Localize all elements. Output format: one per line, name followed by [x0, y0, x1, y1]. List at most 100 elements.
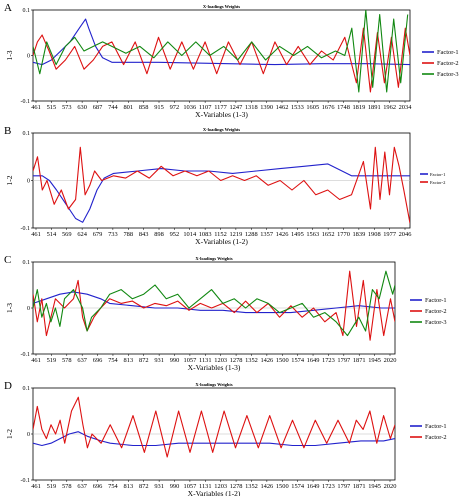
x-axis-label: X-Variables (1-3) [195, 110, 248, 119]
y-axis-label: 1-3 [5, 303, 14, 313]
y-axis-label: 1-3 [5, 50, 14, 60]
panel-b: B X-loadings Weights 0.1 0 -0.1 1-2 461 514 569 6… [4, 125, 446, 246]
x-tick-label: 1797 [337, 483, 351, 490]
x-tick-label: 858 [139, 104, 149, 111]
series-line-factor-1 [33, 18, 410, 66]
x-tick-label: 519 [47, 357, 57, 364]
x-tick-label: 1219 [229, 231, 242, 238]
x-tick-label: 1390 [260, 104, 273, 111]
x-tick-label: 915 [154, 104, 164, 111]
x-tick-label: 1288 [245, 231, 258, 238]
x-tick-label: 1533 [291, 104, 304, 111]
x-tick-label: 1203 [214, 357, 227, 364]
x-tick-label: 1676 [322, 104, 335, 111]
x-tick-label: 1057 [184, 357, 198, 364]
x-tick-label: 931 [154, 357, 164, 364]
x-tick-label: 872 [139, 357, 149, 364]
y-tick-label: 0 [27, 306, 30, 312]
series-line-factor-2 [33, 146, 410, 224]
x-tick-label: 624 [77, 231, 87, 238]
x-tick-label: 843 [139, 231, 149, 238]
y-tick-label: -0.1 [21, 99, 31, 105]
x-tick-label: 637 [77, 483, 87, 490]
chart-title: X-loadings Weights [195, 256, 233, 261]
x-tick-label: 514 [47, 231, 57, 238]
x-tick-label: 1036 [183, 104, 196, 111]
x-tick-label: 2020 [384, 357, 397, 364]
x-tick-label: 637 [77, 357, 87, 364]
series-line-factor-1 [33, 163, 410, 223]
x-tick-label: 1945 [368, 483, 381, 490]
x-tick-label: 1426 [276, 231, 289, 238]
x-tick-label: 1770 [337, 231, 350, 238]
legend-label: Factor-1 [425, 297, 447, 304]
x-tick-label: 461 [31, 357, 41, 364]
panel-letter: C [4, 254, 11, 266]
legend-label: Factor-2 [425, 308, 447, 315]
x-tick-label: 1131 [199, 357, 212, 364]
x-tick-label: 1908 [368, 231, 381, 238]
x-tick-label: 2046 [399, 231, 412, 238]
x-tick-label: 1426 [260, 483, 273, 490]
x-tick-label: 696 [93, 357, 103, 364]
x-tick-label: 1563 [306, 231, 319, 238]
x-tick-label: 1945 [368, 357, 381, 364]
x-tick-label: 744 [108, 104, 118, 111]
y-tick-label: 0.1 [23, 260, 31, 266]
y-axis-label: 1-2 [5, 429, 14, 439]
x-tick-label: 1652 [322, 231, 335, 238]
legend-label: Factor-1 [437, 49, 459, 56]
panel-letter: B [4, 125, 11, 137]
x-tick-label: 1748 [337, 104, 350, 111]
x-tick-label: 1057 [184, 483, 198, 490]
panel-c: C X-loadings Weights 0.1 0 -0.1 1-3 461 519 578 6… [4, 254, 447, 372]
x-tick-label: 1278 [230, 357, 243, 364]
series-line-factor-1 [33, 291, 395, 314]
x-tick-label: 1839 [352, 231, 365, 238]
legend-label: Factor-3 [437, 71, 459, 78]
series-line-factor-1 [33, 431, 395, 447]
x-tick-label: 578 [62, 357, 72, 364]
y-tick-label: 0 [27, 54, 30, 60]
x-tick-label: 754 [108, 357, 118, 364]
x-tick-label: 573 [62, 104, 72, 111]
x-tick-label: 1352 [245, 357, 258, 364]
x-tick-label: 1574 [291, 483, 305, 490]
panel-letter: A [4, 2, 12, 14]
panel-letter: D [4, 380, 12, 392]
x-tick-label: 990 [170, 357, 180, 364]
x-tick-label: 687 [93, 104, 103, 111]
x-tick-label: 630 [77, 104, 87, 111]
chart-title: X-loadings Weights [203, 4, 241, 9]
x-tick-label: 461 [31, 231, 41, 238]
y-tick-label: 0.1 [23, 8, 31, 14]
x-tick-label: 1318 [245, 104, 258, 111]
chart-title: X-loadings Weights [195, 382, 233, 387]
legend-label: Factor-2 [437, 60, 459, 67]
x-axis-label: X-Variables (1-3) [188, 363, 241, 372]
y-tick-label: -0.1 [21, 226, 31, 232]
x-tick-label: 788 [123, 231, 133, 238]
chart-title: X-loadings Weights [203, 127, 241, 132]
series-line-factor-2 [33, 396, 395, 458]
panel-a: A X-loadings Weights 0.1 0 -0.1 1-3 461 515 573 6… [4, 2, 459, 119]
x-tick-label: 1352 [245, 483, 258, 490]
x-tick-label: 1723 [322, 357, 335, 364]
x-tick-label: 696 [93, 483, 103, 490]
x-tick-label: 1962 [383, 104, 396, 111]
x-tick-label: 1177 [214, 104, 227, 111]
x-tick-label: 990 [170, 483, 180, 490]
x-tick-label: 1649 [307, 357, 320, 364]
x-tick-label: 972 [170, 104, 180, 111]
x-tick-label: 569 [62, 231, 72, 238]
x-tick-label: 1605 [306, 104, 319, 111]
legend-label: Factor-3 [425, 319, 447, 326]
legend-label: Factor-2 [425, 434, 447, 441]
x-tick-label: 1871 [353, 483, 366, 490]
x-tick-label: 1247 [229, 104, 243, 111]
x-tick-label: 519 [47, 483, 57, 490]
x-tick-label: 1014 [183, 231, 197, 238]
x-axis-label: X-Variables (1-2) [195, 237, 248, 246]
x-tick-label: 1871 [353, 357, 366, 364]
x-tick-label: 515 [47, 104, 57, 111]
